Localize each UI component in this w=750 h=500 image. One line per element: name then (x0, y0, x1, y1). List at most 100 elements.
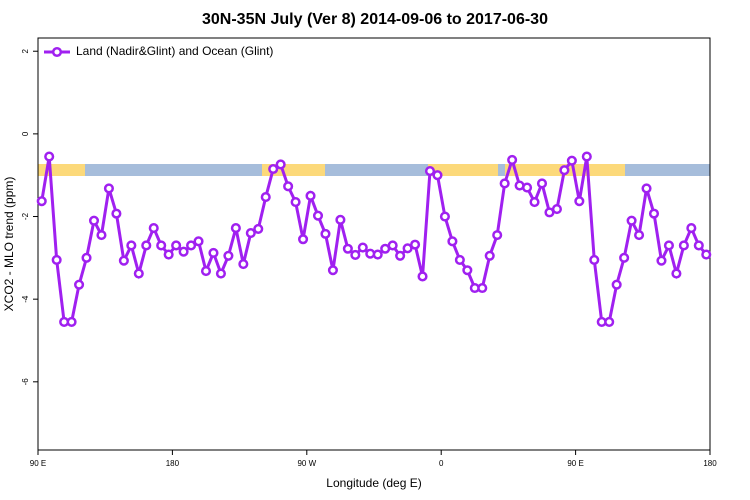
data-point (88, 215, 100, 226)
data-point (357, 242, 368, 253)
x-tick-label: 90 E (30, 459, 46, 468)
data-point (619, 252, 630, 263)
data-point (648, 208, 660, 219)
data-point (320, 228, 331, 239)
data-point (634, 230, 645, 241)
data-point (410, 239, 421, 250)
data-point (387, 240, 398, 251)
data-point (275, 159, 286, 170)
x-tick-label: 180 (703, 459, 717, 468)
chart-title: 30N-35N July (Ver 8) 2014-09-06 to 2017-… (202, 11, 548, 28)
data-point (148, 223, 159, 234)
data-point (350, 249, 361, 261)
data-point (215, 268, 226, 279)
data-point (663, 240, 674, 251)
y-tick-label: -2 (21, 212, 30, 220)
y-tick-label: 2 (21, 48, 30, 53)
data-point (678, 240, 689, 251)
data-point (454, 254, 465, 265)
data-point (492, 230, 503, 241)
data-point (499, 178, 510, 189)
data-point (432, 170, 443, 181)
data-point (163, 249, 174, 260)
data-point (141, 240, 152, 251)
series-line (40, 154, 708, 324)
data-point (126, 240, 137, 251)
data-point (507, 154, 518, 165)
data-point (44, 151, 55, 162)
data-point (566, 155, 577, 166)
data-point (522, 182, 533, 193)
x-tick-label: 90 W (297, 459, 316, 468)
data-point (604, 316, 615, 327)
data-point (51, 254, 62, 265)
data-point (156, 240, 167, 251)
data-point (462, 265, 473, 276)
plot-frame (37, 37, 711, 451)
data-point (290, 197, 301, 208)
data-point (74, 279, 85, 290)
data-point (245, 227, 256, 239)
data-point (335, 214, 346, 225)
data-point (402, 243, 413, 254)
data-point (327, 265, 338, 276)
y-tick-label: -4 (21, 295, 30, 303)
x-tick-label: 180 (166, 459, 180, 468)
data-point (208, 247, 219, 258)
data-point (395, 250, 406, 261)
data-point (298, 234, 309, 245)
data-point (424, 166, 436, 177)
data-point (96, 230, 107, 241)
data-point (551, 204, 562, 215)
data-point (36, 196, 47, 207)
data-point (671, 268, 682, 279)
land-ocean-strip (38, 164, 710, 176)
y-tick-label: -6 (21, 378, 30, 386)
data-point (447, 236, 458, 247)
data-point (559, 165, 570, 176)
data-point (283, 181, 294, 192)
data-point (171, 240, 182, 251)
data-point (260, 192, 271, 203)
data-point (193, 236, 204, 247)
data-point (111, 208, 122, 219)
data-point (439, 211, 450, 222)
data-point (305, 190, 316, 201)
data-point (626, 215, 637, 226)
legend-marker (51, 46, 63, 58)
data-point (611, 279, 622, 290)
data-point (186, 240, 197, 251)
data-point (372, 249, 383, 260)
data-point (223, 250, 234, 261)
data-point (589, 254, 600, 265)
data-point (574, 196, 585, 207)
data-point (253, 223, 264, 234)
data-point (477, 282, 488, 294)
data-point (536, 178, 548, 189)
data-point (312, 210, 324, 221)
data-point (342, 243, 353, 254)
x-tick-label: 90 E (567, 459, 583, 468)
data-point (701, 249, 712, 260)
data-point (200, 266, 212, 277)
y-tick-label: 0 (21, 131, 30, 136)
data-point (417, 271, 428, 282)
data-point (66, 316, 77, 327)
data-point (693, 240, 704, 251)
data-point (268, 163, 279, 175)
data-point (178, 246, 189, 257)
data-point (81, 252, 92, 263)
data-point (641, 183, 652, 194)
x-tick-label: 0 (439, 459, 444, 468)
data-point (133, 268, 144, 279)
data-point (656, 255, 667, 266)
x-axis-label: Longitude (deg E) (326, 476, 421, 490)
data-point (238, 258, 249, 270)
land-band (428, 164, 498, 176)
data-point (686, 223, 697, 234)
data-point (529, 197, 540, 208)
legend-label: Land (Nadir&Glint) and Ocean (Glint) (76, 44, 273, 58)
y-axis-label: XCO2 - MLO trend (ppm) (2, 177, 16, 312)
data-point (103, 183, 114, 194)
